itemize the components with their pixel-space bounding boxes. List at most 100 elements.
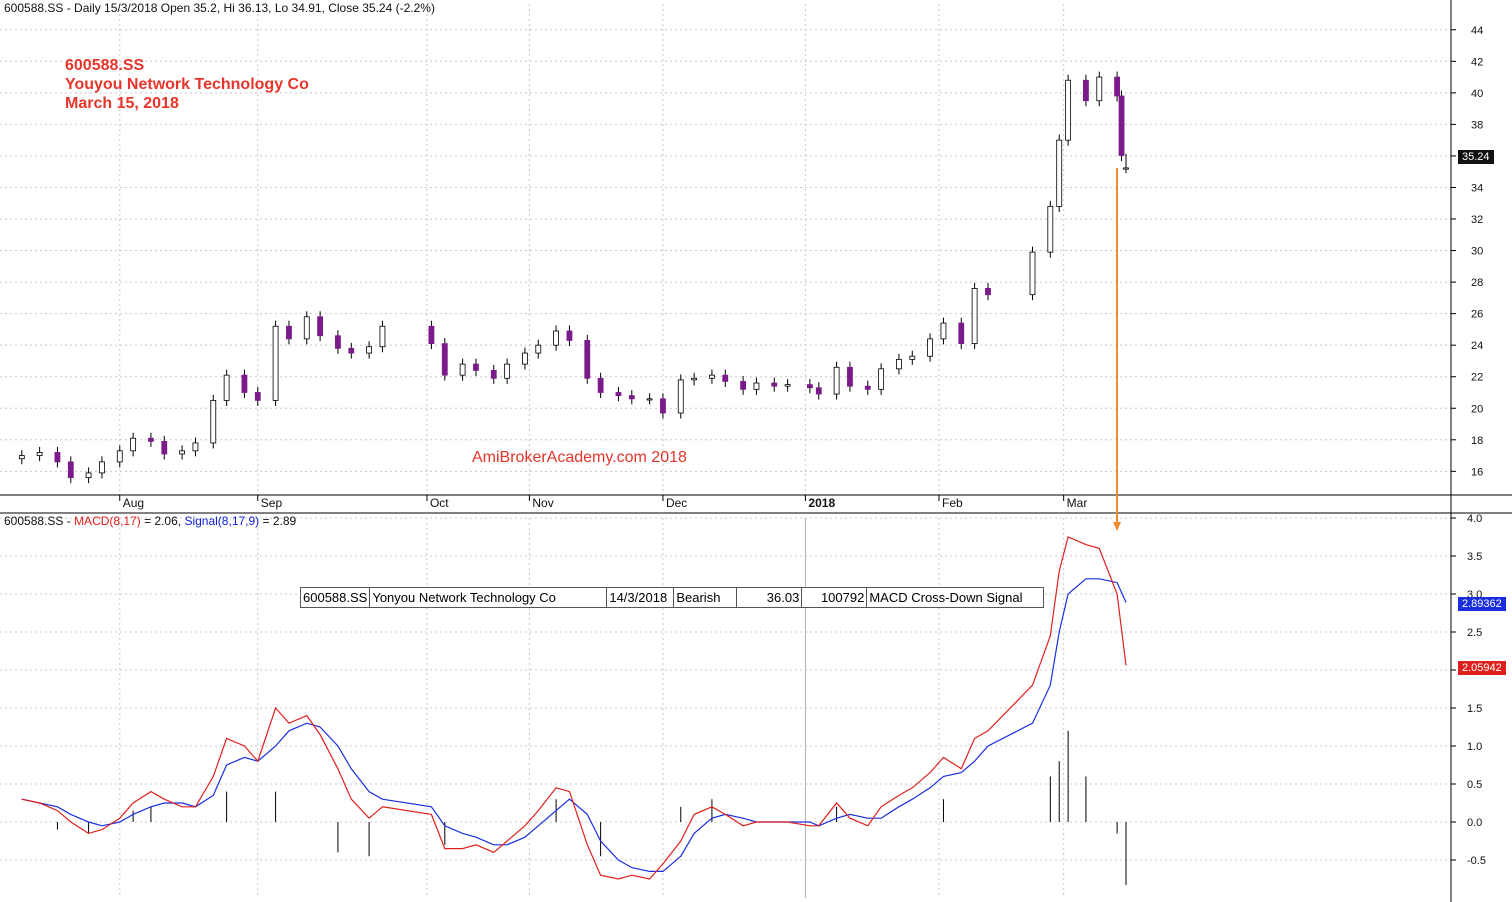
candle-body <box>148 437 154 442</box>
price-badge: 35.24 <box>1458 150 1494 164</box>
candle-body <box>1047 205 1054 253</box>
candle-body <box>366 346 372 354</box>
signal-company: Yonyou Network Technology Co <box>369 587 608 608</box>
candle-body <box>535 344 542 354</box>
candle-body <box>940 322 947 340</box>
candle-body <box>971 288 978 345</box>
macd-tick-label: 0.0 <box>1467 817 1482 829</box>
macd-tick-label: 1.0 <box>1467 741 1482 753</box>
macd-header: 600588.SS - MACD(8,17) = 2.06, Signal(8,… <box>4 514 296 528</box>
candle-body <box>161 440 168 455</box>
annotation-block: 600588.SS Youyou Network Technology Co M… <box>65 56 309 113</box>
signal-text: MACD Cross-Down Signal <box>866 587 1045 608</box>
candle-body <box>223 374 230 401</box>
candle-body <box>379 325 386 348</box>
candle-body <box>54 452 61 463</box>
candle-body <box>522 352 528 365</box>
price-tick-label: 34 <box>1471 182 1483 194</box>
annotation-symbol: 600588.SS <box>65 57 145 74</box>
macd-tick-label: 4.0 <box>1467 513 1482 525</box>
candle-body <box>1114 76 1120 97</box>
signal-label: Signal(8,17,9) <box>184 514 260 528</box>
signal-date: 14/3/2018 <box>606 587 675 608</box>
candle-body <box>597 377 604 393</box>
month-label: Mar <box>1067 496 1088 510</box>
candle-body <box>1056 139 1063 207</box>
price-tick-label: 32 <box>1471 214 1483 226</box>
candle-body <box>441 343 448 376</box>
candle-body <box>553 330 559 346</box>
candle-body <box>615 392 622 397</box>
candle-body <box>815 387 822 395</box>
candle-body <box>99 461 105 474</box>
candle-body <box>691 377 698 381</box>
candle-body <box>317 316 324 337</box>
macd-tick-label: -0.5 <box>1467 855 1486 867</box>
month-label: Feb <box>942 496 963 510</box>
macd-badge: 2.05942 <box>1458 661 1506 675</box>
candle-body <box>348 347 355 354</box>
candle-body <box>473 363 479 371</box>
chart-title: 600588.SS - Daily 15/3/2018 Open 35.2, H… <box>4 1 435 15</box>
candle-body <box>806 384 813 389</box>
signal-table: 600588.SS Yonyou Network Technology Co 1… <box>299 587 1045 608</box>
candle-body <box>428 325 435 345</box>
macd-label: MACD(8,17) <box>74 514 141 528</box>
candle-body <box>241 374 248 393</box>
month-label: Oct <box>430 496 449 510</box>
price-tick-label: 38 <box>1471 119 1483 131</box>
candlesticks <box>18 71 1129 484</box>
signal-value: = 2.89 <box>259 514 297 528</box>
candle-body <box>722 374 729 382</box>
signal-volume: 100792 <box>801 587 868 608</box>
candle-body <box>740 381 746 390</box>
macd-value: = 2.06, <box>140 514 185 528</box>
price-tick-label: 28 <box>1471 277 1483 289</box>
price-tick-label: 44 <box>1471 25 1483 37</box>
signal-table-row: 600588.SS Yonyou Network Technology Co 1… <box>299 587 1045 608</box>
candle-body <box>753 382 760 390</box>
candle-body <box>771 382 778 387</box>
signal-line <box>21 578 1127 873</box>
candle-body <box>85 472 92 479</box>
signal-symbol: 600588.SS <box>299 587 371 608</box>
candle-body <box>985 288 991 296</box>
candle-body <box>646 398 653 401</box>
signal-direction: Bearish <box>673 587 738 608</box>
candle-body <box>566 330 573 341</box>
macd-histogram <box>56 730 1127 886</box>
candle-body <box>584 340 591 379</box>
price-tick-label: 30 <box>1471 246 1483 258</box>
signal-price: 36.03 <box>736 587 803 608</box>
candle-body <box>303 316 310 340</box>
signal-badge: 2.89362 <box>1458 597 1506 611</box>
candle-body <box>927 338 933 357</box>
month-label: Sep <box>261 496 283 510</box>
candle-body <box>628 395 635 400</box>
candle-body <box>1083 79 1089 102</box>
candle-body <box>67 461 74 479</box>
candle-body <box>1118 95 1125 156</box>
signal-arrow-head <box>1113 522 1121 531</box>
candle-body <box>896 358 902 370</box>
candle-body <box>1029 251 1036 296</box>
macd-header-prefix: 600588.SS - <box>4 514 75 528</box>
annotation-company: Youyou Network Technology Co <box>65 76 309 93</box>
candle-body <box>878 368 885 390</box>
candle-body <box>36 452 43 456</box>
candle-body <box>490 370 497 379</box>
macd-tick-label: 3.5 <box>1467 551 1482 563</box>
price-tick-label: 24 <box>1471 340 1483 352</box>
candle-body <box>179 450 185 455</box>
candle-body <box>1096 76 1103 102</box>
candle-body <box>1123 167 1129 170</box>
macd-tick-label: 1.5 <box>1467 703 1482 715</box>
candle-body <box>1065 79 1072 141</box>
candle-body <box>660 398 666 414</box>
candle-body <box>958 322 965 345</box>
candle-body <box>847 366 853 387</box>
candle-body <box>709 374 715 379</box>
candle-body <box>335 335 341 349</box>
annotation-date: March 15, 2018 <box>65 95 179 112</box>
